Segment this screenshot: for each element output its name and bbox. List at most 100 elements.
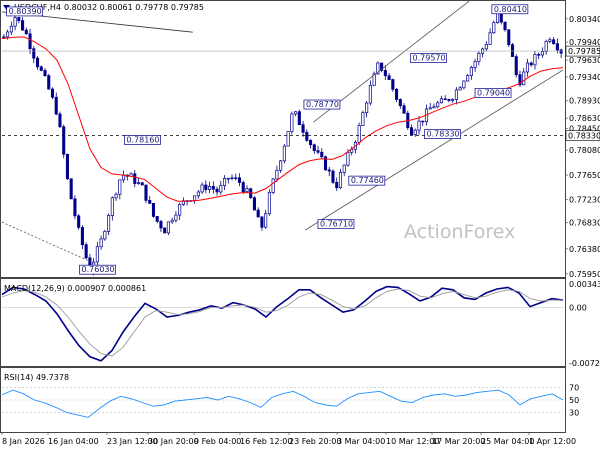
candle-body — [136, 182, 141, 184]
price-label: 0.78160 — [126, 135, 159, 144]
candle-body — [17, 17, 21, 22]
price-label: 0.79040 — [477, 88, 510, 97]
price-tick-label: 0.76380 — [569, 245, 600, 254]
candle-body — [443, 98, 447, 100]
candle-body — [114, 193, 118, 199]
x-tick-label: 9 Feb 04:00 — [194, 437, 241, 446]
candle-body — [458, 87, 462, 91]
candle-body — [80, 227, 84, 246]
candle-body — [533, 54, 537, 66]
candle-body — [84, 244, 88, 259]
candle-body — [398, 99, 402, 107]
candle-body — [211, 185, 215, 190]
candle-body — [174, 214, 178, 221]
price-plot: 0.80390 0.80410 0.79570 0.78770 0.78160 0.790… — [1, 0, 564, 276]
candle-body — [245, 188, 249, 193]
price-label: 0.77460 — [351, 176, 384, 185]
candle-body — [35, 57, 40, 68]
candle-body — [552, 39, 556, 45]
macd-panel-frame — [0, 278, 566, 367]
candle-body — [196, 191, 200, 197]
candle-body — [237, 177, 242, 183]
price-tick-label: 0.80340 — [569, 15, 600, 24]
candle-body — [2, 36, 6, 39]
candle-body — [510, 44, 515, 57]
candle-body — [151, 202, 156, 217]
candle-body — [13, 17, 17, 27]
candle-body — [200, 184, 204, 193]
candle-body — [451, 99, 455, 101]
candle-body — [62, 126, 66, 155]
candle-body — [99, 238, 103, 248]
candle-body — [421, 120, 425, 123]
candle-body — [148, 200, 152, 204]
candle-body — [39, 66, 43, 71]
candle-body — [518, 74, 522, 86]
candle-body — [327, 169, 331, 172]
price-tick-label: 0.76830 — [569, 219, 600, 228]
candle-body — [503, 21, 507, 31]
price-tick-label: 0.78450 — [569, 125, 600, 134]
candle-body — [436, 102, 440, 108]
price-label: 0.76710 — [320, 220, 353, 229]
candle-body — [73, 198, 77, 217]
candle-body — [193, 195, 197, 201]
candle-body — [323, 156, 328, 171]
x-tick-label: 8 Jan 2026 — [2, 437, 45, 446]
candle-body — [432, 106, 436, 109]
macd-signal-line — [1, 288, 563, 357]
candle-body — [159, 221, 163, 229]
candle-body — [294, 111, 298, 115]
candle-body — [54, 96, 58, 115]
macd-line — [1, 285, 564, 362]
candle-body — [477, 52, 481, 62]
x-tick-label: 23 Feb 20:00 — [289, 437, 341, 446]
candle-body — [409, 127, 414, 135]
candle-body — [335, 181, 339, 189]
candle-body — [290, 113, 294, 132]
candle-body — [395, 88, 399, 100]
candle-body — [279, 160, 283, 171]
price-label: 0.76030 — [82, 265, 115, 274]
candle-body — [492, 22, 496, 34]
macd-plot — [1, 285, 564, 362]
candle-body — [6, 31, 10, 38]
candle-body — [47, 75, 51, 90]
candle-body — [50, 88, 55, 98]
moving-average-line — [1, 36, 564, 202]
level-price-box — [565, 130, 600, 141]
price-label: 0.78330 — [427, 130, 460, 139]
axes: 0.80340 0.79940 0.79630 0.79340 0.78930 0.786… — [1, 15, 600, 446]
candle-body — [514, 56, 518, 76]
candle-body — [544, 41, 548, 52]
candle-body — [133, 173, 137, 184]
price-label-box — [6, 6, 43, 17]
candle-body — [417, 120, 421, 131]
candle-body — [372, 73, 376, 86]
candle-body — [548, 39, 552, 42]
x-tick-label: 23 Jan 12:00 — [107, 437, 158, 446]
candle-body — [338, 172, 343, 189]
candle-body — [368, 84, 372, 104]
candle-body — [140, 182, 144, 186]
candle-body — [331, 170, 335, 183]
candle-body — [499, 13, 503, 23]
candle-body — [473, 61, 477, 68]
macd-title: MACD(12,26,9) 0.000907 0.000861 — [4, 284, 146, 293]
candle-body — [316, 150, 320, 153]
rsi-plot — [1, 387, 564, 418]
candle-body — [234, 177, 238, 179]
x-tick-label: 25 Mar 04:00 — [481, 437, 534, 446]
candle-body — [454, 89, 458, 100]
candle-body — [361, 112, 365, 126]
candle-body — [65, 153, 69, 180]
price-tick-label: 0.79630 — [569, 56, 600, 65]
candle-body — [428, 107, 432, 110]
candle-body — [69, 178, 73, 200]
candle-body — [380, 62, 384, 71]
candle-body — [32, 48, 36, 59]
price-tick-label: 0.78930 — [569, 97, 600, 106]
level-price-label: 0.78330 — [568, 132, 600, 141]
candle-body — [107, 215, 111, 232]
